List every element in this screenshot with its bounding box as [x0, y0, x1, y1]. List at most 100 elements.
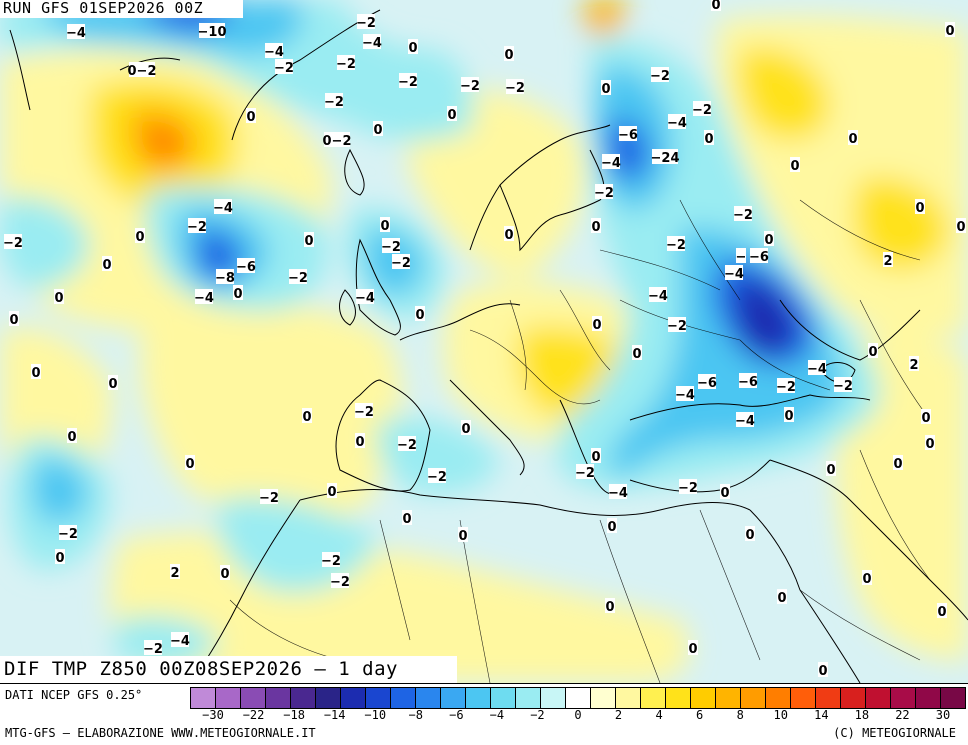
contour-label: −2 [187, 218, 207, 235]
contour-label: 0 [862, 570, 872, 587]
contour-label: −2 [58, 525, 78, 542]
colorbar-tick-label: 4 [655, 708, 663, 722]
contour-label: 0 [408, 39, 418, 56]
svg-text:0: 0 [102, 258, 111, 273]
contour-label: −2 [274, 59, 294, 76]
svg-text:0: 0 [777, 591, 786, 606]
contour-label: −4 [66, 24, 86, 41]
svg-text:0: 0 [233, 287, 242, 302]
colorbar-swatch [616, 688, 641, 708]
svg-text:0: 0 [607, 520, 616, 535]
svg-text:−2: −2 [678, 481, 698, 496]
contour-label: 0 [31, 364, 41, 381]
contour-label: −4 [667, 114, 687, 131]
svg-text:−2: −2 [505, 81, 525, 96]
contour-label: 0 [55, 549, 65, 566]
colorbar-swatch [666, 688, 691, 708]
svg-text:−2: −2 [833, 379, 853, 394]
contour-label: −2 [678, 479, 698, 496]
svg-text:0: 0 [402, 512, 411, 527]
contour-label: 0 [415, 306, 425, 323]
svg-text:0: 0 [373, 123, 382, 138]
svg-text:−4: −4 [362, 36, 382, 51]
svg-text:0: 0 [818, 664, 827, 679]
contour-label: 0 [373, 121, 383, 138]
contour-label: −4 [608, 484, 628, 501]
svg-text:−4: −4 [667, 116, 687, 131]
contour-label: 0 [67, 428, 77, 445]
contour-label: −2 [398, 73, 418, 90]
contour-label: 0 [461, 420, 471, 437]
contour-label: −2 [397, 436, 417, 453]
colorbar-tick-label: 10 [773, 708, 788, 722]
svg-text:−2: −2 [3, 236, 23, 251]
contour-label: −8 [215, 269, 235, 286]
contour-label: −2 [505, 79, 525, 96]
contour-label: −4 [213, 199, 233, 216]
svg-text:0: 0 [327, 485, 336, 500]
contour-label: −2 [833, 377, 853, 394]
contour-label: 0 [818, 662, 828, 679]
contour-label: 0 [504, 226, 514, 243]
contour-label: −2 [667, 317, 687, 334]
credit-left-label: MTG-GFS – ELABORAZIONE WWW.METEOGIORNALE… [5, 726, 316, 740]
svg-text:2: 2 [883, 254, 892, 269]
colorbar-swatch [741, 688, 766, 708]
svg-text:−2: −2 [58, 527, 78, 542]
svg-text:0: 0 [380, 219, 389, 234]
contour-label: −2 [650, 67, 670, 84]
contour-label: 0 [135, 228, 145, 245]
contour-label: 0 [868, 343, 878, 360]
svg-text:0: 0 [135, 230, 144, 245]
svg-text:0: 0 [937, 605, 946, 620]
colorbar-tick-label: 14 [814, 708, 829, 722]
svg-text:0: 0 [745, 528, 754, 543]
colorbar-tick-label: −10 [364, 708, 387, 722]
colorbar-swatch [266, 688, 291, 708]
svg-text:−2: −2 [321, 554, 341, 569]
colorbar-swatch [491, 688, 516, 708]
contour-label: −2 [666, 236, 686, 253]
contour-label: 0 [102, 256, 112, 273]
contour-label: 0 [893, 455, 903, 472]
svg-text:−6: −6 [618, 128, 638, 143]
contour-label: −6 [697, 374, 717, 391]
svg-text:0: 0 [302, 410, 311, 425]
contour-label: 0 [458, 527, 468, 544]
contour-label: 2 [909, 356, 919, 373]
svg-text:0: 0 [764, 233, 773, 248]
contour-label: −6 [749, 248, 769, 265]
contour-label: 0 [605, 598, 615, 615]
contour-label: 0 [592, 316, 602, 333]
contour-label: −2 [692, 101, 712, 118]
colorbar-tick-label: 8 [736, 708, 744, 722]
svg-text:−2: −2 [398, 75, 418, 90]
colorbar-tick-label: −14 [323, 708, 346, 722]
svg-text:0: 0 [704, 132, 713, 147]
contour-label: −4 [362, 34, 382, 51]
svg-text:−6: −6 [738, 375, 758, 390]
svg-text:0: 0 [9, 313, 18, 328]
colorbar-swatch [541, 688, 566, 708]
svg-text:0: 0 [848, 132, 857, 147]
svg-text:−2: −2 [259, 491, 279, 506]
contour-label: 0 [688, 640, 698, 657]
svg-text:−2: −2 [692, 103, 712, 118]
contour-label: 0 [848, 130, 858, 147]
svg-text:0: 0 [304, 234, 313, 249]
contour-label: 0 [220, 565, 230, 582]
colorbar-tick-label: −4 [489, 708, 505, 722]
contour-label: 0−2 [128, 62, 156, 79]
temperature-difference-map[interactable]: −4 −10 −4 −2 −4 0 0−2 −2 −2 −2 −2 −2 0 −2 0 0 0−2 0 0 0 −2 0−… [0, 0, 968, 683]
contour-label: 0 [591, 448, 601, 465]
svg-text:0: 0 [447, 108, 456, 123]
svg-text:0: 0 [915, 201, 924, 216]
colorbar-tick-label: 2 [614, 708, 623, 722]
colorbar-swatch [441, 688, 466, 708]
svg-text:−2: −2 [324, 95, 344, 110]
svg-text:−6: −6 [236, 260, 256, 275]
colorbar-tick-label: −2 [530, 708, 545, 722]
svg-text:0: 0 [826, 463, 835, 478]
contour-label: −2 [381, 238, 401, 255]
contour-label: 0 [54, 289, 64, 306]
